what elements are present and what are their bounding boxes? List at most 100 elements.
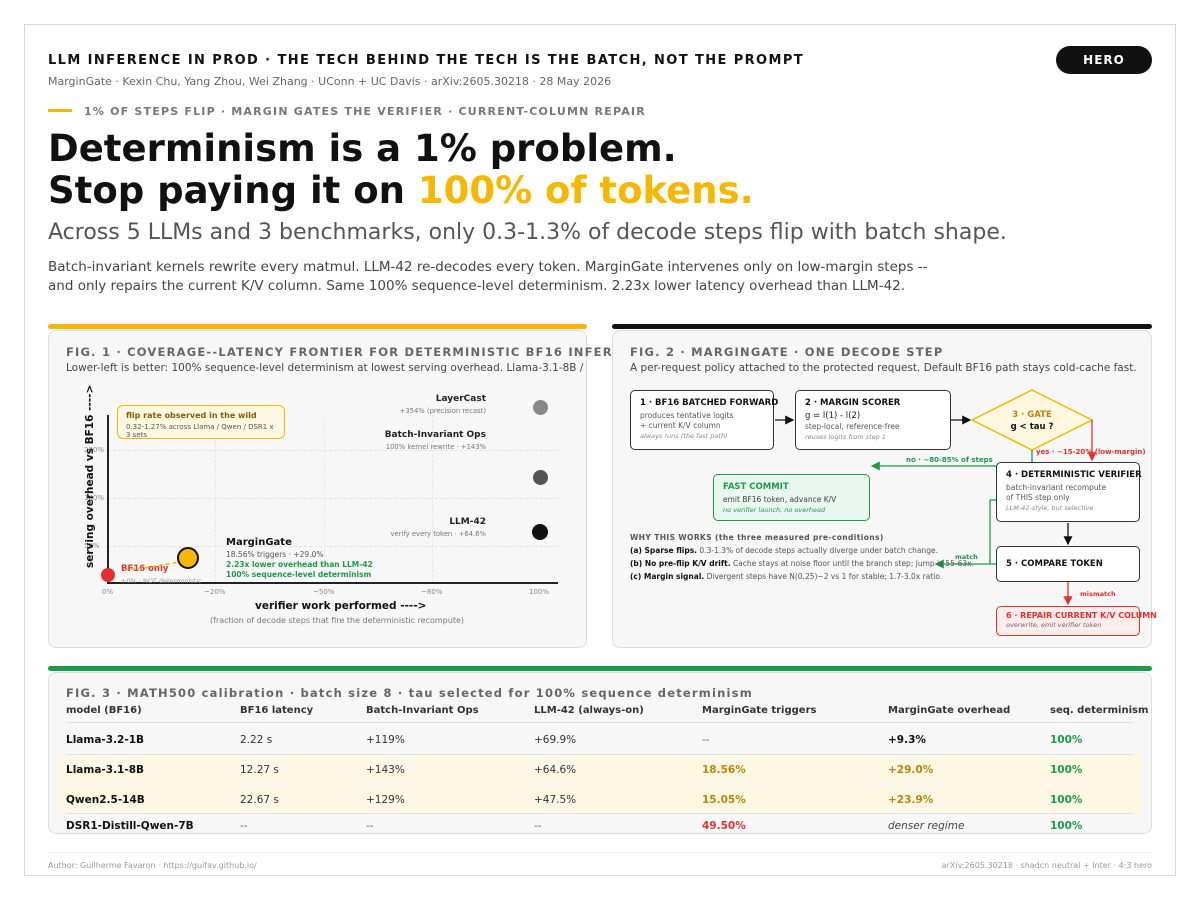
lede: Batch-invariant kernels rewrite every ma… <box>48 259 928 294</box>
table-cell-model: Qwen2.5-14B <box>66 794 145 806</box>
fig1-topbar <box>48 324 587 329</box>
why-lead: (c) Margin signal. <box>630 572 705 581</box>
box1-line2: + current K/V column <box>640 421 721 430</box>
why-item: (b) No pre-flip K/V drift. Cache stays a… <box>630 559 985 568</box>
table-cell: denser regime <box>888 820 965 832</box>
why-item: (c) Margin signal. Divergent steps have … <box>630 572 942 581</box>
why-text: Divergent steps have N(0.25)~2 vs 1 for … <box>704 572 943 581</box>
table-cell: -- <box>366 820 374 832</box>
compare-token-box: 5 · COMPARE TOKEN <box>996 546 1140 582</box>
table-cell-model: Llama-3.1-8B <box>66 764 145 776</box>
repair-kv-box: 6 · REPAIR CURRENT K/V COLUMN overwrite,… <box>996 606 1157 636</box>
table-cell: +47.5% <box>534 794 577 806</box>
row-highlight <box>56 755 1142 783</box>
verifier-line2: of THIS step only <box>1006 493 1070 502</box>
scatter-point-bf16-only <box>101 568 115 582</box>
bio-label: Batch-Invariant Ops <box>384 430 486 440</box>
why-text: Cache stays at noise floor until the bra… <box>730 559 975 568</box>
x-axis-label: verifier work performed ----> <box>255 600 427 612</box>
llm42-note: verify every token · +64.6% <box>390 530 486 538</box>
headline-prefix: Stop paying it on <box>48 169 418 212</box>
x-axis-sublabel: (fraction of decode steps that fire the … <box>210 616 465 625</box>
callout-body: 0.32-1.27% across Llama / Qwen / DSR1 x … <box>126 423 274 439</box>
row-highlight <box>56 785 1142 813</box>
deterministic-verifier-box: 4 · DETERMINISTIC VERIFIER batch-invaria… <box>996 462 1142 522</box>
commit-line1: emit BF16 token, advance K/V <box>723 495 837 504</box>
gate-condition: g < tau ? <box>1010 422 1054 432</box>
verifier-line1: batch-invariant recompute <box>1006 483 1107 492</box>
table-header: BF16 latency <box>240 705 314 716</box>
verifier-title: 4 · DETERMINISTIC VERIFIER <box>1006 470 1142 480</box>
hero-badge: HERO <box>1056 46 1152 74</box>
margingate-stat: 18.56% triggers · +29.0% <box>226 550 324 559</box>
table-cell: -- <box>534 820 542 832</box>
table-cell: 100% <box>1050 820 1083 832</box>
bf16-note: +0% · NOT deterministic <box>121 577 202 585</box>
headline-line-1: Determinism is a 1% problem. <box>48 127 677 170</box>
bf16-label: BF16 only <box>121 564 169 574</box>
headline-highlight: 100% of tokens. <box>417 169 754 212</box>
y-tick: 100% <box>84 494 105 502</box>
table-cell: +9.3% <box>888 734 926 746</box>
eyebrow-accent-bar <box>48 109 72 112</box>
table-cell: 15.05% <box>702 794 746 806</box>
grid-line <box>215 415 216 582</box>
row-rule <box>66 754 1134 755</box>
headline-line-2: Stop paying it on 100% of tokens. <box>48 170 754 212</box>
box2-title: 2 · MARGIN SCORER <box>805 398 901 408</box>
table-cell: +69.9% <box>534 734 577 746</box>
edge-mismatch-label: mismatch <box>1080 590 1116 598</box>
table-header: model (BF16) <box>66 705 142 716</box>
x-tick: 0% <box>102 588 114 596</box>
table-cell: -- <box>702 734 710 746</box>
llm42-label: LLM-42 <box>449 517 486 527</box>
edge-yes-label: yes · ~15-20% (low-margin) <box>1036 448 1146 456</box>
table-cell: 100% <box>1050 734 1083 746</box>
table-cell: +119% <box>366 734 405 746</box>
y-tick: 200% <box>84 446 105 454</box>
grid-line <box>108 450 558 451</box>
scatter-point-margingate <box>177 547 200 570</box>
table-header: Batch-Invariant Ops <box>366 705 479 716</box>
table-cell: 12.27 s <box>240 764 279 776</box>
grid-line <box>108 546 558 547</box>
footer-meta: arXiv:2605.30218 · shadcn neutral + Inte… <box>941 861 1152 870</box>
table-cell: +64.6% <box>534 764 577 776</box>
commit-title: FAST COMMIT <box>723 482 789 492</box>
byline: MarginGate · Kexin Chu, Yang Zhou, Wei Z… <box>48 75 612 88</box>
subhead: Across 5 LLMs and 3 benchmarks, only 0.3… <box>48 220 1007 245</box>
grid-line <box>432 415 433 582</box>
commit-note: no verifier launch, no overhead <box>723 506 826 514</box>
margingate-arrow <box>123 555 197 571</box>
callout-title: flip rate observed in the wild <box>126 411 257 420</box>
box2-note: reuses logits from step 1 <box>805 433 886 441</box>
edge-no-label: no · ~80-85% of steps <box>906 456 993 464</box>
compare-title: 5 · COMPARE TOKEN <box>1006 559 1103 569</box>
kicker: LLM INFERENCE IN PROD · THE TECH BEHIND … <box>48 53 805 68</box>
table-cell: 18.56% <box>702 764 746 776</box>
fig1-title: FIG. 1 · COVERAGE--LATENCY FRONTIER FOR … <box>66 345 652 359</box>
fig3-topbar <box>48 666 1152 671</box>
edge-match-label: match <box>955 553 978 561</box>
flow-diagram-edges <box>775 389 1097 606</box>
y-axis <box>107 415 109 583</box>
scatter-point-layercast <box>532 399 548 415</box>
gate-node: 3 · GATE g < tau ? <box>1002 410 1062 432</box>
x-tick: 100% <box>529 588 550 596</box>
margingate-claim-overhead: 2.23x lower overhead than LLM-42 <box>226 560 373 569</box>
grid-line <box>108 498 558 499</box>
headline: Determinism is a 1% problem. Stop paying… <box>48 128 754 212</box>
y-tick: 50% <box>84 542 100 550</box>
x-tick: ~20% <box>204 588 226 596</box>
footer-author: Author: Guilherme Favaron · https://guif… <box>48 861 257 870</box>
fig1-panel <box>48 330 587 648</box>
table-header: seq. determinism <box>1050 705 1149 716</box>
fig2-title: FIG. 2 · MARGINGATE · ONE DECODE STEP <box>630 345 944 359</box>
table-cell: 49.50% <box>702 820 746 832</box>
table-cell: +129% <box>366 794 405 806</box>
box1-line1: produces tentative logits <box>640 411 734 420</box>
bio-note: 100% kernel rewrite · +143% <box>385 443 486 451</box>
table-cell: 100% <box>1050 764 1083 776</box>
flip-rate-callout: flip rate observed in the wild 0.32-1.27… <box>117 405 285 439</box>
table-cell: -- <box>240 820 248 832</box>
